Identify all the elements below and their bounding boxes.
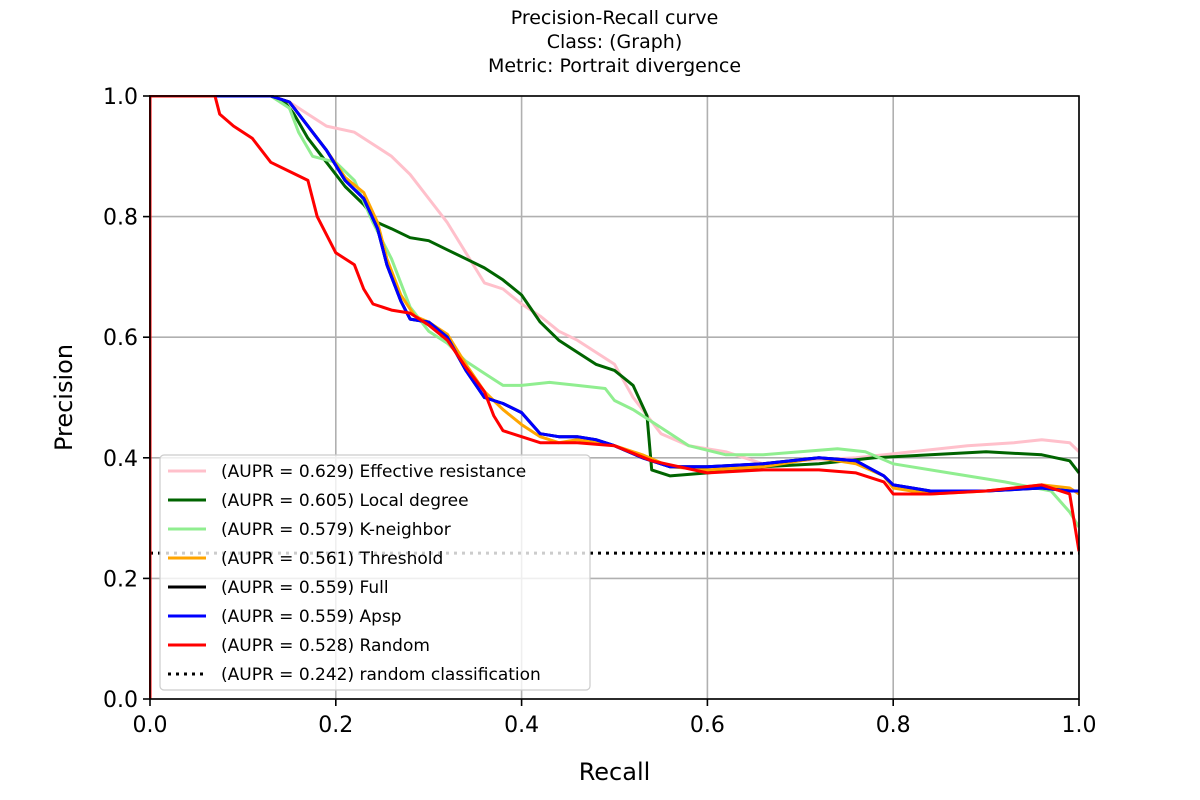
x-tick-label: 0.8	[876, 713, 911, 738]
y-axis-label: Precision	[50, 344, 78, 451]
y-tick-label: 1.0	[103, 85, 138, 110]
y-tick-label: 0.8	[103, 206, 138, 231]
series-line-6	[149, 95, 1080, 699]
y-tick-label: 0.2	[103, 567, 138, 592]
y-tick-label: 0.0	[103, 688, 138, 713]
x-axis-ticks: 0.0 0.2 0.4 0.6 0.8 1.0	[133, 699, 1097, 738]
x-tick-label: 0.0	[133, 713, 168, 738]
x-tick-label: 0.4	[504, 713, 539, 738]
series-line-5	[149, 95, 1079, 699]
x-tick-label: 1.0	[1062, 713, 1097, 738]
legend: (AUPR = 0.629) Effective resistance (AUPR…	[159, 454, 591, 691]
axes-frame	[149, 95, 1080, 700]
chart-title-line: Metric: Portrait divergence	[488, 55, 741, 77]
legend-entry: (AUPR = 0.579) K-neighbor	[221, 520, 451, 540]
legend-entry: (AUPR = 0.605) Local degree	[221, 491, 469, 511]
legend-entry: (AUPR = 0.561) Threshold	[221, 549, 443, 569]
chart-title-line: Class: (Graph)	[547, 31, 683, 53]
y-axis-ticks: 0.0 0.2 0.4 0.6 0.8 1.0	[103, 85, 150, 713]
x-tick-label: 0.6	[690, 713, 725, 738]
legend-entry: (AUPR = 0.242) random classification	[221, 665, 541, 685]
plot-area	[149, 95, 1080, 699]
legend-entry: (AUPR = 0.559) Apsp	[221, 607, 402, 627]
legend-entry: (AUPR = 0.629) Effective resistance	[221, 462, 526, 482]
legend-entry: (AUPR = 0.528) Random	[221, 636, 430, 656]
chart-title-line: Precision-Recall curve	[511, 7, 719, 29]
x-axis-label: Recall	[579, 758, 651, 786]
x-tick-label: 0.2	[318, 713, 353, 738]
y-tick-label: 0.6	[103, 326, 138, 351]
legend-box	[159, 454, 591, 691]
y-tick-label: 0.4	[103, 447, 138, 472]
legend-entry: (AUPR = 0.559) Full	[221, 578, 389, 598]
